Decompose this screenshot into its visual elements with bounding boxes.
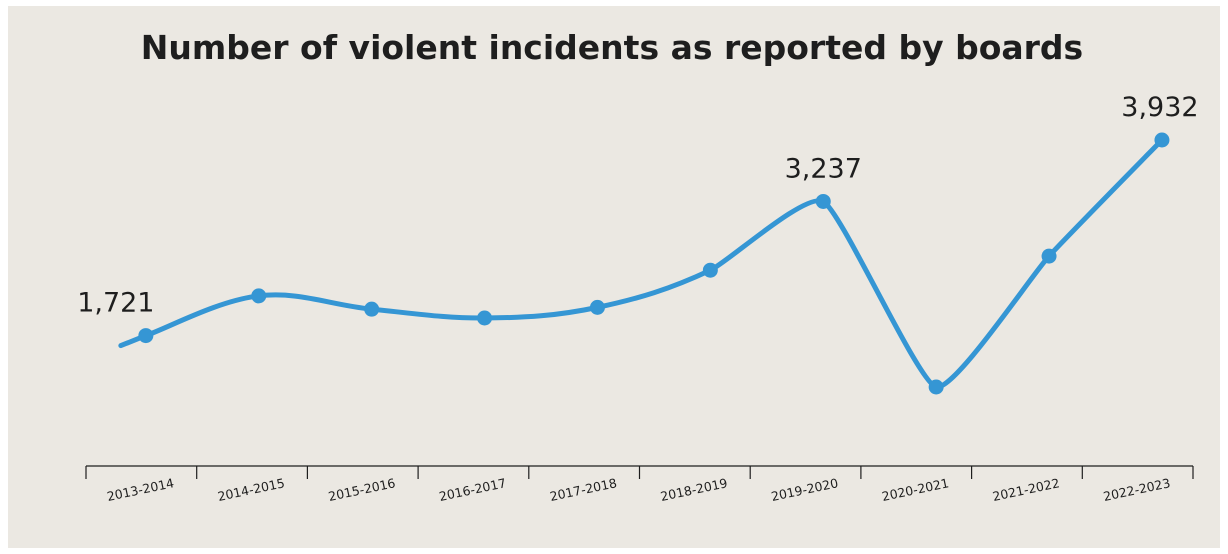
data-label: 1,721	[77, 288, 154, 319]
data-point	[815, 193, 831, 209]
data-point	[364, 301, 380, 317]
data-points	[138, 132, 1170, 395]
x-tick-label: 2021-2022	[991, 475, 1061, 504]
data-point	[1041, 248, 1057, 264]
data-point	[589, 299, 605, 315]
series-line	[118, 137, 1165, 390]
data-labels: 1,721 3,237 3,932	[77, 92, 1198, 319]
chart-title: Number of violent incidents as reported …	[140, 28, 1084, 67]
x-tick-label: 2016-2017	[438, 475, 508, 504]
data-label: 3,932	[1121, 92, 1198, 123]
x-tick-label: 2019-2020	[770, 475, 840, 504]
x-tick-label: 2018-2019	[659, 475, 729, 504]
data-point	[138, 328, 154, 344]
data-point	[1154, 132, 1170, 148]
x-tick-label: 2017-2018	[548, 475, 618, 504]
data-point	[477, 310, 493, 326]
x-tick-label: 2014-2015	[216, 475, 286, 504]
x-tick-label: 2020-2021	[880, 475, 950, 504]
x-tick-label: 2013-2014	[106, 475, 176, 504]
tick-labels: 2013-2014 2014-2015 2015-2016 2016-2017 2017…	[106, 475, 1172, 504]
x-tick-label: 2022-2023	[1102, 475, 1172, 504]
data-label: 3,237	[785, 153, 862, 184]
chart-panel	[8, 6, 1220, 548]
data-point	[251, 288, 267, 304]
x-tick-label: 2015-2016	[327, 475, 397, 504]
data-point	[928, 379, 944, 395]
data-point	[702, 262, 718, 278]
x-axis	[85, 465, 1194, 479]
